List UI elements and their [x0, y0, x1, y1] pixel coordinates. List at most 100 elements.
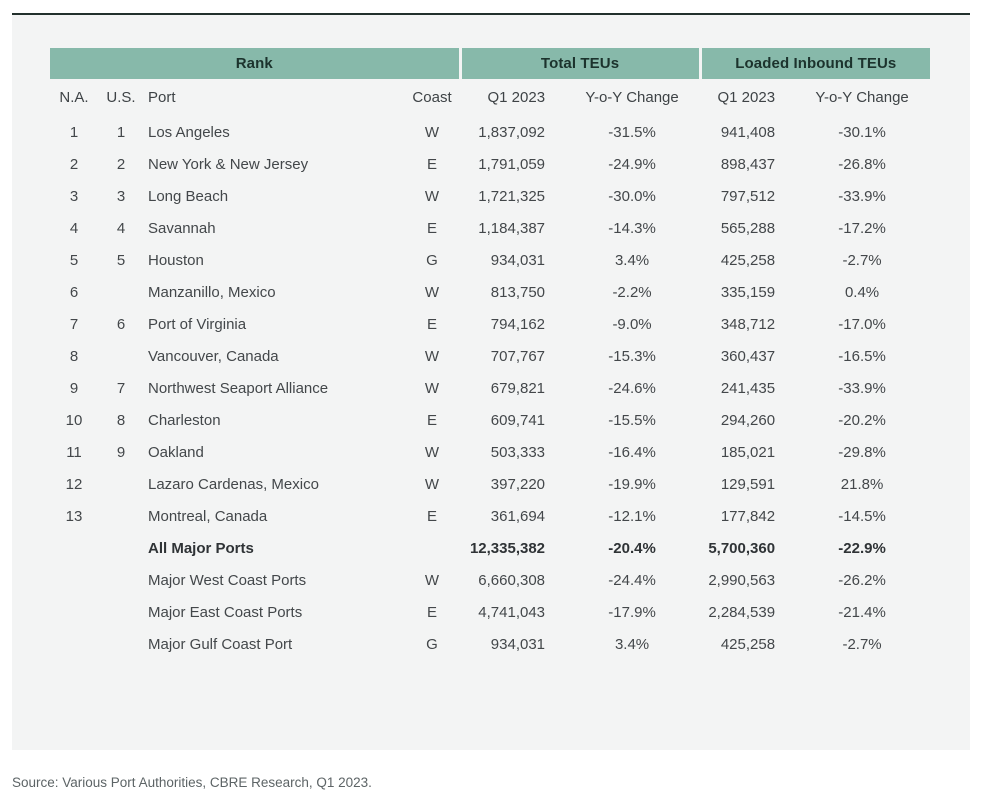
cell-coast: W	[424, 283, 440, 301]
table-row: 3 3 Long Beach W 1,721,325 -30.0% 797,51…	[50, 180, 930, 212]
cell-us-rank	[98, 340, 144, 372]
cell-total-q1: 934,031	[490, 635, 546, 653]
table-row: 10 8 Charleston E 609,741 -15.5% 294,260…	[50, 404, 930, 436]
column-header-us-rank: U.S.	[106, 89, 136, 106]
cell-total-yoy: -16.4%	[608, 443, 656, 461]
cell-total-yoy: 3.4%	[614, 635, 650, 653]
cell-total-yoy: -24.4%	[608, 571, 656, 589]
cell-total-q1: 503,333	[490, 443, 546, 461]
cell-inbound-q1: 360,437	[720, 347, 776, 365]
cell-inbound-q1: 941,408	[720, 123, 776, 141]
cell-coast: W	[424, 443, 440, 461]
cell-total-yoy: -9.0%	[612, 315, 652, 333]
cell-port: Manzanillo, Mexico	[148, 283, 276, 301]
cell-na-rank	[50, 596, 98, 628]
cell-coast: E	[427, 507, 438, 525]
group-header-row: Rank Total TEUs Loaded Inbound TEUs	[50, 48, 931, 79]
cell-total-yoy: -15.5%	[608, 411, 656, 429]
cell-inbound-yoy: -17.0%	[838, 315, 886, 333]
table-row: 11 9 Oakland W 503,333 -16.4% 185,021 -2…	[50, 436, 930, 468]
cell-coast: E	[427, 411, 438, 429]
cell-inbound-yoy: -2.7%	[842, 635, 882, 653]
cell-inbound-yoy: -33.9%	[838, 187, 886, 205]
cell-coast: E	[427, 219, 438, 237]
cell-port: Major Gulf Coast Port	[148, 635, 293, 653]
table-row: Major East Coast Ports E 4,741,043 -17.9…	[50, 596, 930, 628]
cell-inbound-q1: 425,258	[720, 635, 776, 653]
cell-na-rank	[50, 628, 98, 660]
cell-us-rank	[98, 596, 144, 628]
cell-us-rank: 1	[116, 123, 126, 141]
cell-us-rank	[98, 532, 144, 564]
cell-total-q1: 12,335,382	[469, 539, 546, 557]
table-card: Rank Total TEUs Loaded Inbound TEUs N.A.…	[12, 13, 970, 750]
cell-total-q1: 1,721,325	[478, 187, 546, 205]
table-row: 1 1 Los Angeles W 1,837,092 -31.5% 941,4…	[50, 116, 930, 148]
cell-inbound-q1: 335,159	[720, 283, 776, 301]
cell-port: Charleston	[148, 411, 221, 429]
port-rankings-table: Rank Total TEUs Loaded Inbound TEUs N.A.…	[50, 48, 931, 660]
cell-port: New York & New Jersey	[148, 155, 309, 173]
cell-na-rank: 2	[69, 155, 79, 173]
cell-total-q1: 707,767	[490, 347, 546, 365]
group-header-total-teus: Total TEUs	[458, 48, 701, 79]
cell-coast: G	[426, 635, 438, 653]
cell-total-yoy: -19.9%	[608, 475, 656, 493]
cell-inbound-yoy: 0.4%	[844, 283, 880, 301]
cell-total-q1: 6,660,308	[478, 571, 546, 589]
cell-inbound-yoy: 21.8%	[840, 475, 884, 493]
cell-port: Northwest Seaport Alliance	[148, 379, 329, 397]
column-header-na-rank: N.A.	[59, 89, 89, 106]
cell-port: Houston	[148, 251, 204, 269]
cell-inbound-q1: 294,260	[720, 411, 776, 429]
cell-inbound-yoy: -2.7%	[842, 251, 882, 269]
cell-inbound-yoy: -22.9%	[838, 539, 886, 557]
cell-total-yoy: -12.1%	[608, 507, 656, 525]
cell-port: Oakland	[148, 443, 204, 461]
cell-total-q1: 397,220	[490, 475, 546, 493]
table-row: 4 4 Savannah E 1,184,387 -14.3% 565,288 …	[50, 212, 930, 244]
cell-inbound-yoy: -16.5%	[838, 347, 886, 365]
cell-total-q1: 1,184,387	[478, 219, 546, 237]
column-header-port: Port	[148, 89, 176, 106]
table-row: 12 Lazaro Cardenas, Mexico W 397,220 -19…	[50, 468, 930, 500]
cell-us-rank: 2	[116, 155, 126, 173]
cell-total-yoy: -14.3%	[608, 219, 656, 237]
column-header-total-q1: Q1 2023	[487, 89, 546, 106]
cell-port: All Major Ports	[148, 539, 254, 557]
cell-inbound-q1: 177,842	[720, 507, 776, 525]
cell-total-yoy: -17.9%	[608, 603, 656, 621]
cell-inbound-q1: 425,258	[720, 251, 776, 269]
table-row: 2 2 New York & New Jersey E 1,791,059 -2…	[50, 148, 930, 180]
cell-total-q1: 813,750	[490, 283, 546, 301]
table-row: 5 5 Houston G 934,031 3.4% 425,258 -2.7%	[50, 244, 930, 276]
cell-inbound-yoy: -21.4%	[838, 603, 886, 621]
cell-na-rank: 12	[65, 475, 83, 493]
cell-total-yoy: -15.3%	[608, 347, 656, 365]
cell-us-rank	[98, 564, 144, 596]
cell-inbound-q1: 348,712	[720, 315, 776, 333]
cell-us-rank	[98, 276, 144, 308]
cell-coast: E	[427, 315, 438, 333]
column-header-row: N.A. U.S. Port Coast Q1 2023 Y-o-Y Chang…	[50, 79, 930, 116]
cell-na-rank: 8	[69, 347, 79, 365]
source-note: Source: Various Port Authorities, CBRE R…	[12, 775, 372, 790]
cell-port: Savannah	[148, 219, 216, 237]
cell-us-rank: 9	[116, 443, 126, 461]
column-header-coast: Coast	[412, 89, 452, 106]
cell-inbound-q1: 241,435	[720, 379, 776, 397]
cell-port: Lazaro Cardenas, Mexico	[148, 475, 319, 493]
cell-total-q1: 1,837,092	[478, 123, 546, 141]
cell-inbound-q1: 185,021	[720, 443, 776, 461]
cell-coast	[404, 532, 460, 564]
cell-port: Port of Virginia	[148, 315, 247, 333]
cell-port: Vancouver, Canada	[148, 347, 279, 365]
cell-port: Long Beach	[148, 187, 229, 205]
cell-na-rank: 3	[69, 187, 79, 205]
cell-inbound-q1: 797,512	[720, 187, 776, 205]
cell-port: Major West Coast Ports	[148, 571, 307, 589]
cell-coast: W	[424, 475, 440, 493]
column-header-inbound-yoy: Y-o-Y Change	[815, 89, 909, 106]
cell-total-yoy: -24.6%	[608, 379, 656, 397]
cell-total-q1: 361,694	[490, 507, 546, 525]
